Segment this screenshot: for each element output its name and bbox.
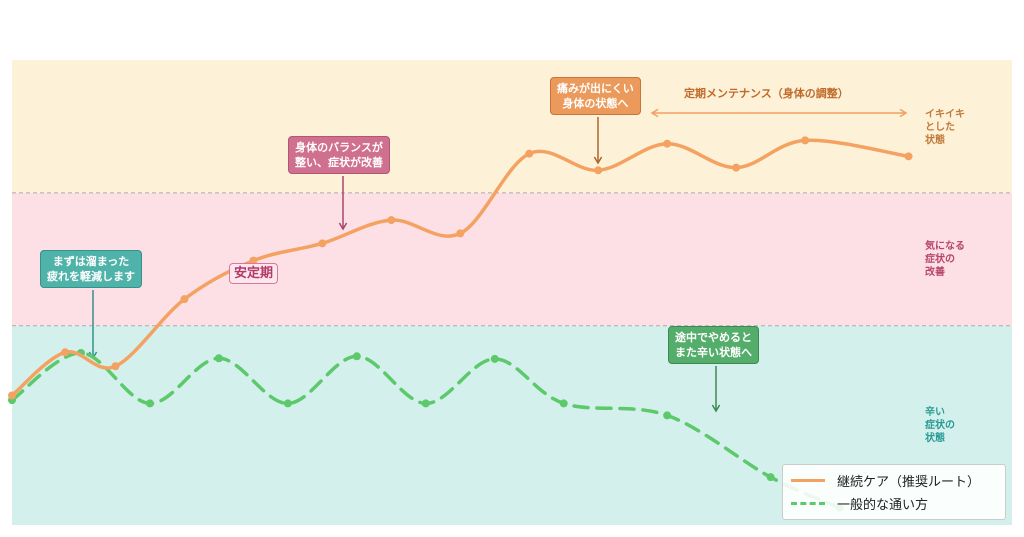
data-point <box>904 152 913 161</box>
data-point <box>145 399 154 408</box>
data-point <box>456 229 465 238</box>
annotation-maintenance: 定期メンテナンス（身体の調整） <box>684 87 849 100</box>
arrow-quit-head <box>711 404 721 413</box>
annotation-balance: 身体のバランスが 整い、症状が改善 <box>288 136 390 174</box>
data-point <box>180 295 189 304</box>
data-point <box>490 354 499 363</box>
data-point <box>421 399 430 408</box>
zone-band <box>12 60 1012 193</box>
arrow-balance-head <box>338 222 348 231</box>
data-point <box>663 139 672 148</box>
data-point <box>249 256 258 265</box>
arrow-maintenance-head <box>650 108 659 118</box>
data-point <box>766 473 775 482</box>
legend-label: 継続ケア（推奨ルート） <box>837 474 981 490</box>
legend-item-continuous-care: 継続ケア（推奨ルート） <box>791 469 980 491</box>
annotation-quit: 途中でやめると また辛い状態へ <box>668 326 759 364</box>
legend-item-general: 一般的な通い方 <box>791 492 928 514</box>
annotation-pain: 痛みが出にくい 身体の状態へ <box>550 77 641 115</box>
legend-dashed-line-icon <box>791 501 825 505</box>
annotation-stable: 安定期 <box>229 263 279 284</box>
data-point <box>8 391 16 400</box>
data-point <box>283 399 292 408</box>
legend-solid-line-icon <box>791 478 825 482</box>
zone-label-bottom: 辛い 症状の 状態 <box>925 407 955 444</box>
series-line <box>10 351 842 510</box>
zones <box>12 60 1012 525</box>
data-point <box>663 411 672 420</box>
data-point <box>732 163 741 172</box>
data-point <box>111 362 120 371</box>
zone-label-top: イキイキ とした 状態 <box>925 109 965 146</box>
data-point <box>525 149 534 158</box>
series-lines <box>8 136 913 512</box>
zone-label-middle: 気になる 症状の 改善 <box>925 241 965 278</box>
data-point <box>801 136 810 145</box>
legend-label: 一般的な通い方 <box>837 497 929 513</box>
data-point <box>61 348 70 357</box>
data-point <box>352 352 361 361</box>
zone-band <box>12 192 1012 326</box>
data-point <box>559 399 568 408</box>
annotation-start: まずは溜まった 疲れを軽減します <box>40 250 142 288</box>
data-point <box>387 216 396 225</box>
data-point <box>594 166 603 175</box>
annotation-arrows <box>88 108 908 413</box>
data-point <box>214 354 223 363</box>
legend: 継続ケア（推奨ルート） 一般的な通い方 <box>782 464 1006 520</box>
data-point <box>318 239 327 248</box>
arrow-pain-head <box>593 156 603 165</box>
arrow-maintenance-head <box>899 108 908 118</box>
